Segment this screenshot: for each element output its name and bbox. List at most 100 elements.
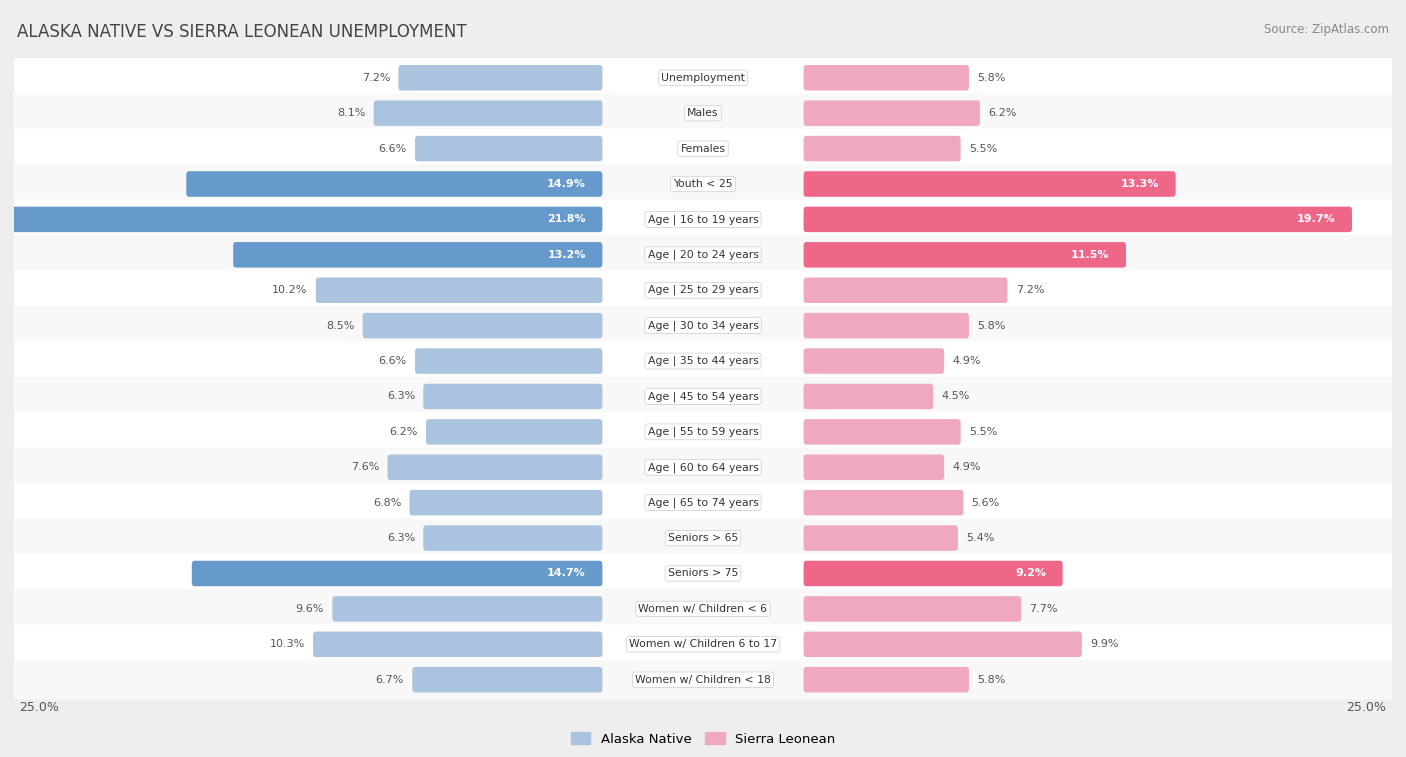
FancyBboxPatch shape xyxy=(374,101,602,126)
FancyBboxPatch shape xyxy=(0,207,602,232)
Text: Youth < 25: Youth < 25 xyxy=(673,179,733,189)
FancyBboxPatch shape xyxy=(804,561,1063,586)
Text: 10.3%: 10.3% xyxy=(270,640,305,650)
Text: 14.7%: 14.7% xyxy=(547,569,586,578)
FancyBboxPatch shape xyxy=(409,490,602,516)
Text: Age | 35 to 44 years: Age | 35 to 44 years xyxy=(648,356,758,366)
Text: 4.9%: 4.9% xyxy=(952,356,981,366)
FancyBboxPatch shape xyxy=(314,631,602,657)
FancyBboxPatch shape xyxy=(804,384,934,410)
FancyBboxPatch shape xyxy=(415,136,602,161)
FancyBboxPatch shape xyxy=(10,625,1396,664)
FancyBboxPatch shape xyxy=(804,419,960,444)
Text: 5.8%: 5.8% xyxy=(977,73,1005,83)
FancyBboxPatch shape xyxy=(804,525,957,551)
Text: 6.6%: 6.6% xyxy=(378,356,406,366)
Text: Age | 20 to 24 years: Age | 20 to 24 years xyxy=(648,250,758,260)
Text: Source: ZipAtlas.com: Source: ZipAtlas.com xyxy=(1264,23,1389,36)
FancyBboxPatch shape xyxy=(10,447,1396,487)
Text: 6.6%: 6.6% xyxy=(378,144,406,154)
Text: 5.4%: 5.4% xyxy=(966,533,994,543)
Text: 8.1%: 8.1% xyxy=(337,108,366,118)
FancyBboxPatch shape xyxy=(804,278,1008,303)
FancyBboxPatch shape xyxy=(804,101,980,126)
Text: 25.0%: 25.0% xyxy=(20,701,59,714)
FancyBboxPatch shape xyxy=(10,306,1396,345)
Text: 14.9%: 14.9% xyxy=(547,179,586,189)
Text: Age | 60 to 64 years: Age | 60 to 64 years xyxy=(648,462,758,472)
Text: Females: Females xyxy=(681,144,725,154)
FancyBboxPatch shape xyxy=(363,313,602,338)
FancyBboxPatch shape xyxy=(804,631,1083,657)
FancyBboxPatch shape xyxy=(426,419,602,444)
Text: 21.8%: 21.8% xyxy=(547,214,586,224)
Text: 9.2%: 9.2% xyxy=(1015,569,1046,578)
Text: 13.2%: 13.2% xyxy=(547,250,586,260)
FancyBboxPatch shape xyxy=(804,171,1175,197)
FancyBboxPatch shape xyxy=(10,483,1396,522)
Text: 6.7%: 6.7% xyxy=(375,674,404,685)
FancyBboxPatch shape xyxy=(10,164,1396,204)
FancyBboxPatch shape xyxy=(316,278,602,303)
Text: 5.8%: 5.8% xyxy=(977,321,1005,331)
FancyBboxPatch shape xyxy=(10,200,1396,239)
FancyBboxPatch shape xyxy=(10,519,1396,558)
FancyBboxPatch shape xyxy=(186,171,602,197)
FancyBboxPatch shape xyxy=(10,341,1396,381)
Text: 11.5%: 11.5% xyxy=(1071,250,1109,260)
Text: 8.5%: 8.5% xyxy=(326,321,354,331)
Text: 6.2%: 6.2% xyxy=(988,108,1017,118)
FancyBboxPatch shape xyxy=(10,589,1396,629)
Text: Women w/ Children < 6: Women w/ Children < 6 xyxy=(638,604,768,614)
FancyBboxPatch shape xyxy=(10,553,1396,593)
Text: Age | 65 to 74 years: Age | 65 to 74 years xyxy=(648,497,758,508)
Text: 9.6%: 9.6% xyxy=(295,604,323,614)
FancyBboxPatch shape xyxy=(804,136,960,161)
Text: 5.5%: 5.5% xyxy=(969,427,997,437)
FancyBboxPatch shape xyxy=(233,242,602,267)
Text: 7.2%: 7.2% xyxy=(1015,285,1045,295)
FancyBboxPatch shape xyxy=(804,454,945,480)
Text: 5.6%: 5.6% xyxy=(972,497,1000,508)
Text: 10.2%: 10.2% xyxy=(273,285,308,295)
Text: Women w/ Children < 18: Women w/ Children < 18 xyxy=(636,674,770,685)
Text: 7.6%: 7.6% xyxy=(352,463,380,472)
FancyBboxPatch shape xyxy=(10,129,1396,168)
FancyBboxPatch shape xyxy=(332,597,602,621)
FancyBboxPatch shape xyxy=(10,412,1396,452)
Text: Unemployment: Unemployment xyxy=(661,73,745,83)
Text: Seniors > 75: Seniors > 75 xyxy=(668,569,738,578)
FancyBboxPatch shape xyxy=(804,490,963,516)
FancyBboxPatch shape xyxy=(804,667,969,693)
FancyBboxPatch shape xyxy=(10,660,1396,699)
Text: 6.3%: 6.3% xyxy=(387,391,415,401)
FancyBboxPatch shape xyxy=(412,667,602,693)
FancyBboxPatch shape xyxy=(423,525,602,551)
FancyBboxPatch shape xyxy=(10,270,1396,310)
FancyBboxPatch shape xyxy=(804,242,1126,267)
Text: Age | 45 to 54 years: Age | 45 to 54 years xyxy=(648,391,758,402)
Text: Age | 25 to 29 years: Age | 25 to 29 years xyxy=(648,285,758,295)
FancyBboxPatch shape xyxy=(191,561,602,586)
FancyBboxPatch shape xyxy=(10,235,1396,275)
Legend: Alaska Native, Sierra Leonean: Alaska Native, Sierra Leonean xyxy=(565,727,841,751)
Text: Age | 55 to 59 years: Age | 55 to 59 years xyxy=(648,427,758,437)
FancyBboxPatch shape xyxy=(423,384,602,410)
Text: 5.8%: 5.8% xyxy=(977,674,1005,685)
FancyBboxPatch shape xyxy=(10,58,1396,98)
FancyBboxPatch shape xyxy=(804,597,1021,621)
FancyBboxPatch shape xyxy=(804,313,969,338)
Text: 6.2%: 6.2% xyxy=(389,427,418,437)
FancyBboxPatch shape xyxy=(10,377,1396,416)
Text: Seniors > 65: Seniors > 65 xyxy=(668,533,738,543)
FancyBboxPatch shape xyxy=(804,65,969,91)
FancyBboxPatch shape xyxy=(388,454,602,480)
Text: 5.5%: 5.5% xyxy=(969,144,997,154)
Text: 7.7%: 7.7% xyxy=(1029,604,1059,614)
Text: 6.8%: 6.8% xyxy=(373,497,401,508)
Text: 19.7%: 19.7% xyxy=(1296,214,1336,224)
Text: 13.3%: 13.3% xyxy=(1121,179,1159,189)
Text: Age | 16 to 19 years: Age | 16 to 19 years xyxy=(648,214,758,225)
FancyBboxPatch shape xyxy=(415,348,602,374)
Text: 25.0%: 25.0% xyxy=(1347,701,1386,714)
